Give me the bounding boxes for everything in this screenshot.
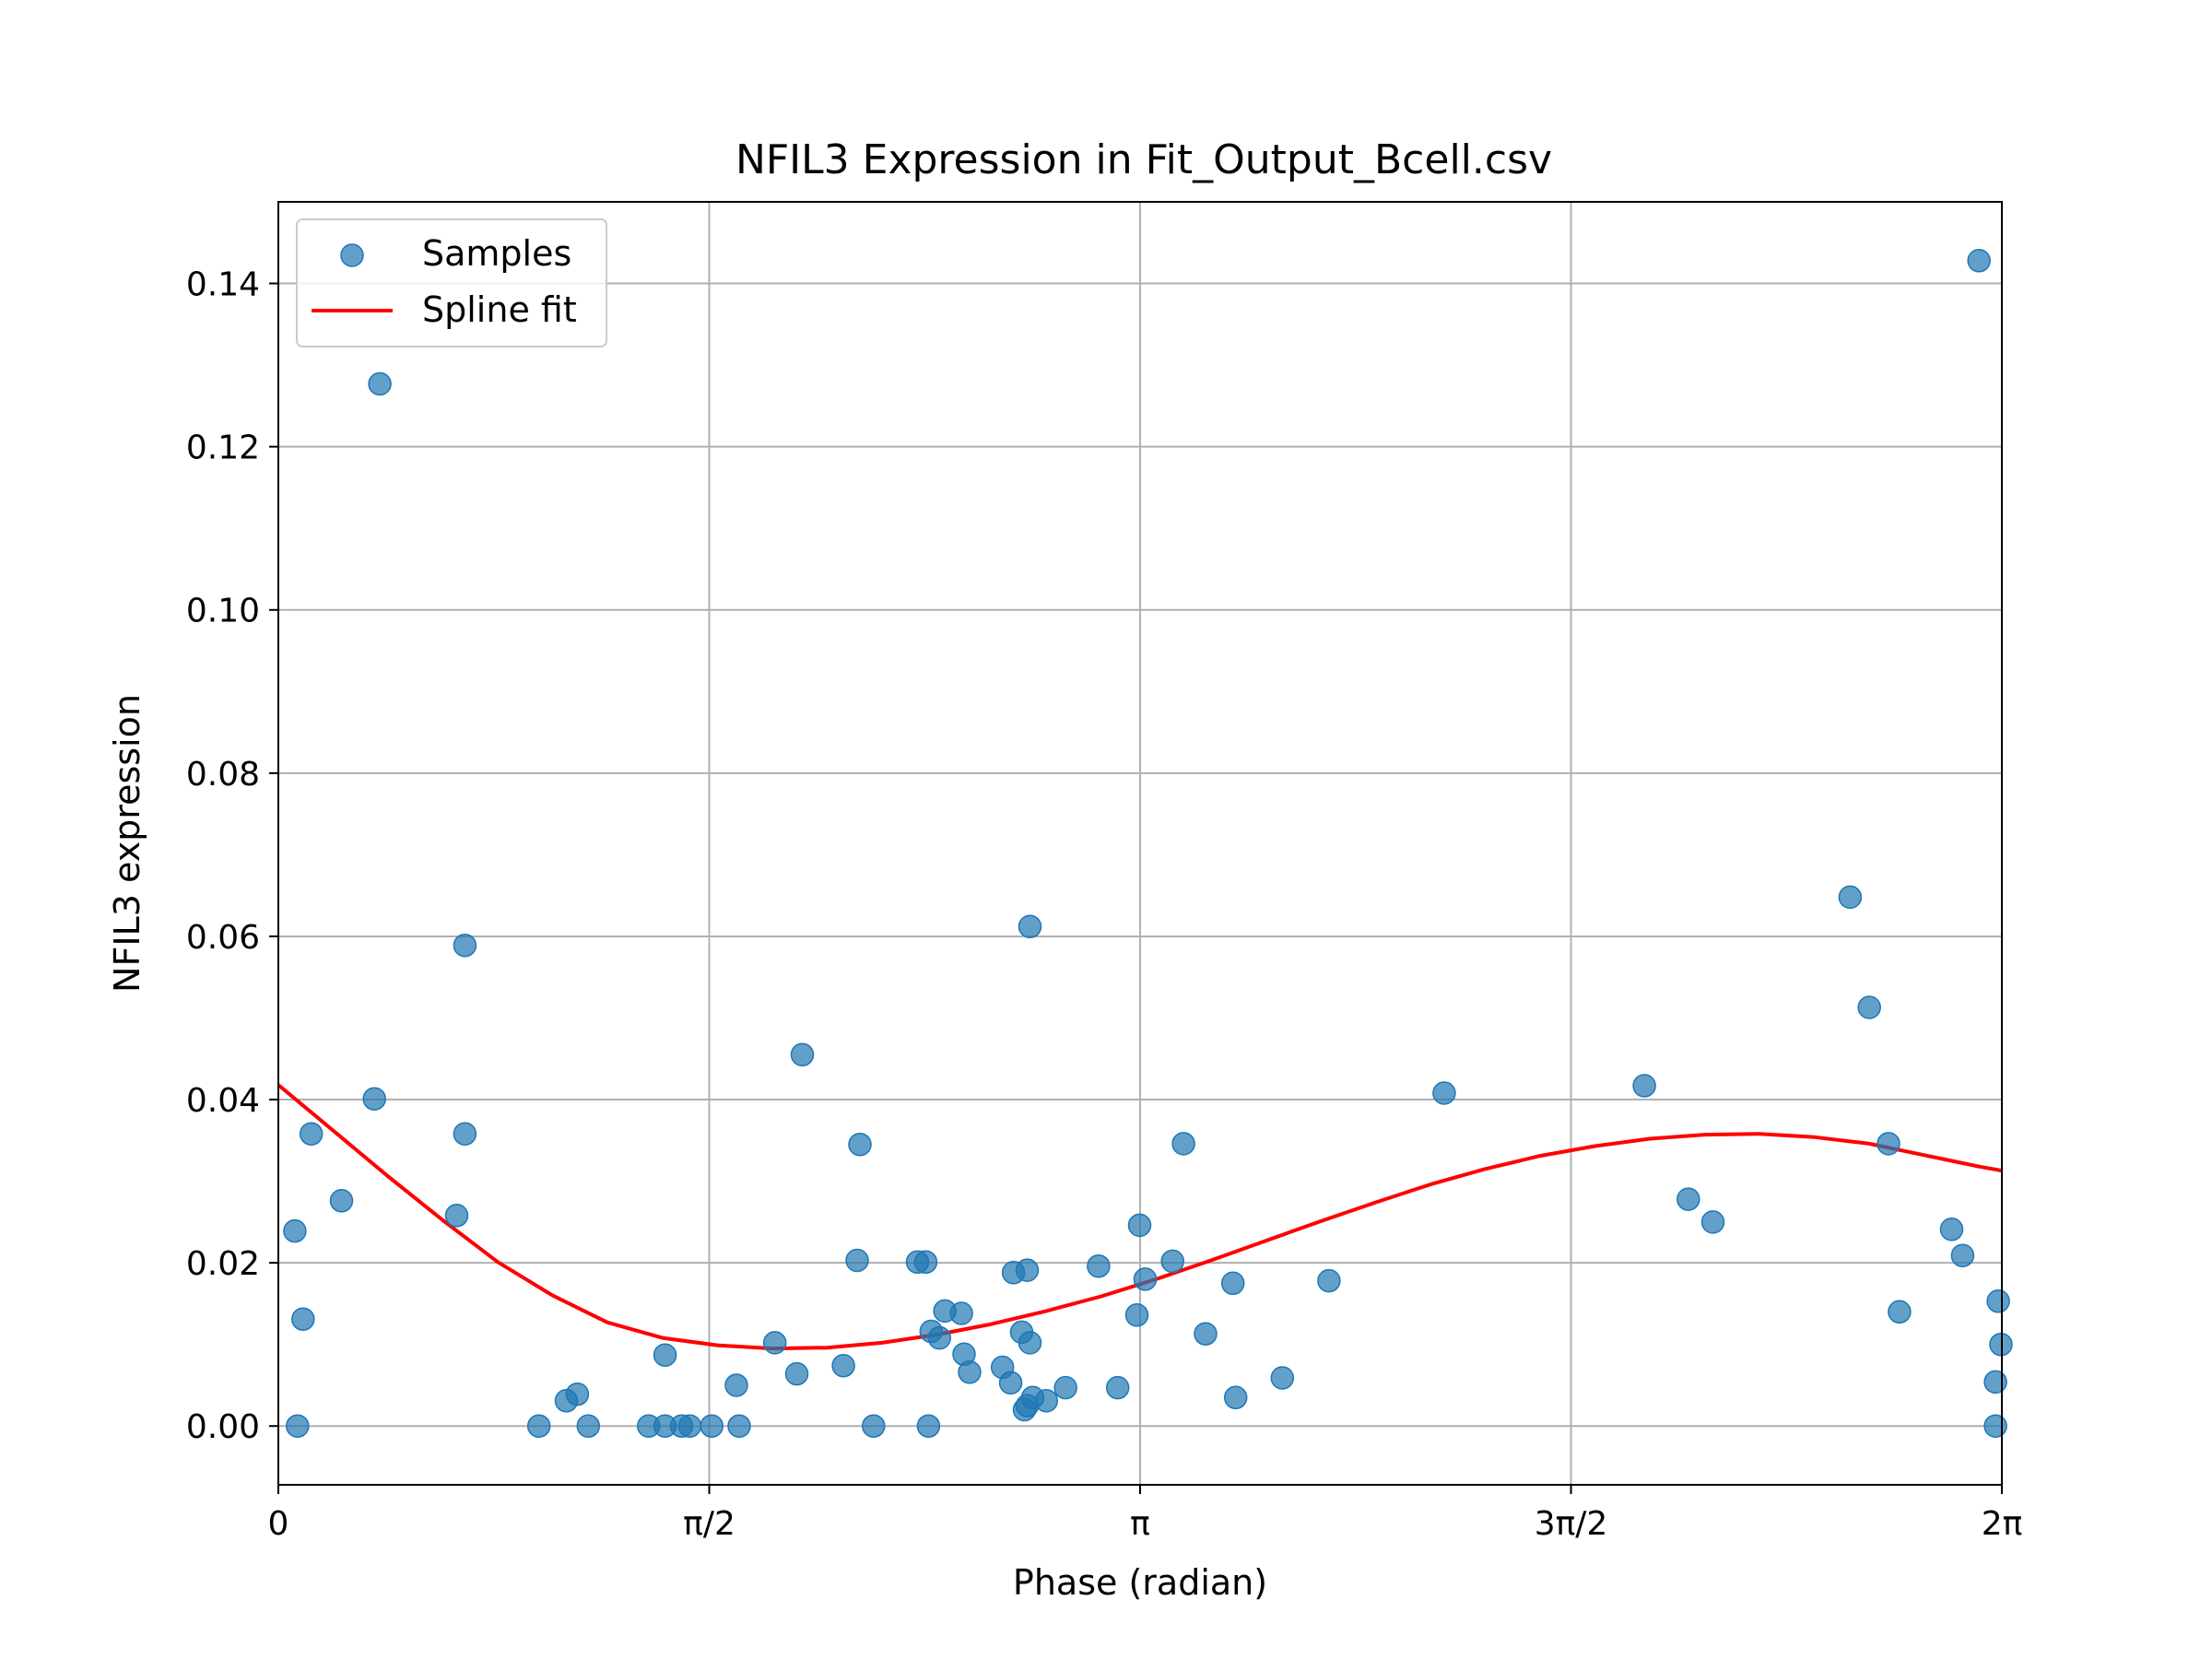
x-tick-label: π/2	[683, 1505, 735, 1543]
sample-point	[653, 1343, 677, 1367]
sample-point	[1223, 1385, 1248, 1410]
y-tick-label: 0.10	[186, 593, 260, 630]
sample-point	[913, 1250, 938, 1275]
ticks: 0 π/2 π 3π/2 2π 0.00 0.02 0.04 0.06 0.08 0.10 0.12 0…	[186, 266, 2022, 1543]
legend-samples-label: Samples	[422, 233, 571, 274]
sample-point	[362, 1087, 386, 1111]
sample-point	[1983, 1414, 2007, 1438]
sample-point	[1983, 1370, 2007, 1394]
sample-point	[1939, 1218, 1964, 1241]
sample-point	[762, 1331, 787, 1355]
sample-point	[1700, 1210, 1725, 1234]
y-axis-label: NFIL3 expression	[107, 694, 147, 993]
legend-box	[296, 218, 607, 347]
sample-point	[1160, 1249, 1184, 1274]
spline-layer	[276, 1083, 2003, 1351]
sample-point	[453, 1122, 477, 1146]
legend-spline-label: Spline fit	[422, 289, 577, 330]
sample-point	[1950, 1243, 1975, 1267]
sample-point	[727, 1414, 751, 1438]
y-tick-label: 0.04	[186, 1082, 260, 1120]
x-tick-label: 2π	[1982, 1505, 2023, 1543]
x-tick-label: π	[1130, 1505, 1150, 1543]
sample-point	[998, 1371, 1023, 1395]
sample-point	[291, 1307, 315, 1331]
sample-point	[1967, 249, 1991, 273]
sample-point	[1432, 1081, 1456, 1105]
sample-point	[1677, 1187, 1700, 1211]
legend-samples-marker	[340, 243, 364, 267]
sample-point	[1986, 1289, 2010, 1313]
sample-point	[1220, 1271, 1245, 1296]
sample-point	[1194, 1322, 1218, 1346]
y-tick-label: 0.12	[186, 429, 260, 467]
sample-point	[831, 1353, 855, 1378]
sample-point	[1034, 1389, 1059, 1413]
sample-point	[916, 1414, 941, 1438]
sample-point	[1018, 914, 1042, 939]
x-tick-label: 0	[268, 1505, 289, 1543]
sample-point	[576, 1414, 601, 1438]
spline-fit-line	[276, 1083, 2003, 1351]
sample-point	[1888, 1300, 1912, 1324]
sample-point	[286, 1414, 310, 1438]
sample-point	[1127, 1213, 1152, 1238]
sample-point	[1124, 1303, 1149, 1327]
sample-point	[565, 1382, 590, 1406]
sample-point	[1171, 1132, 1195, 1156]
sample-point	[784, 1361, 809, 1386]
sample-point	[848, 1132, 872, 1157]
points-layer	[283, 249, 2013, 1438]
sample-point	[677, 1414, 702, 1438]
y-tick-label: 0.02	[186, 1245, 260, 1283]
y-tick-label: 0.08	[186, 756, 260, 794]
sample-point	[1018, 1331, 1042, 1355]
sample-point	[790, 1042, 815, 1067]
sample-point	[1857, 995, 1881, 1019]
sample-point	[845, 1248, 869, 1273]
x-axis-label: Phase (radian)	[1013, 1562, 1267, 1603]
sample-point	[1015, 1258, 1040, 1282]
x-tick-label: 3π/2	[1535, 1505, 1608, 1543]
sample-point	[1105, 1375, 1130, 1400]
sample-point	[724, 1373, 748, 1397]
sample-point	[444, 1204, 469, 1228]
sample-point	[526, 1414, 551, 1438]
y-tick-label: 0.06	[186, 919, 260, 957]
legend: Samples Spline fit	[296, 218, 607, 347]
grid	[277, 202, 2003, 1485]
sample-point	[1877, 1132, 1900, 1156]
y-tick-label: 0.14	[186, 266, 260, 304]
chart-title: NFIL3 Expression in Fit_Output_Bcell.csv	[735, 136, 1552, 183]
sample-point	[1053, 1375, 1077, 1400]
sample-point	[1133, 1267, 1158, 1291]
sample-point	[368, 371, 392, 396]
sample-point	[1270, 1366, 1295, 1390]
sample-point	[1087, 1253, 1111, 1278]
sample-point	[453, 933, 477, 958]
y-tick-label: 0.00	[186, 1408, 260, 1446]
sample-point	[299, 1122, 324, 1146]
sample-point	[949, 1301, 973, 1325]
sample-point	[862, 1414, 886, 1438]
sample-point	[927, 1325, 952, 1350]
sample-point	[1632, 1074, 1656, 1098]
sample-point	[700, 1414, 724, 1438]
sample-point	[1838, 885, 1863, 910]
sample-point	[958, 1360, 982, 1384]
sample-point	[1317, 1268, 1341, 1293]
sample-point	[329, 1189, 354, 1213]
sample-point	[283, 1218, 307, 1243]
